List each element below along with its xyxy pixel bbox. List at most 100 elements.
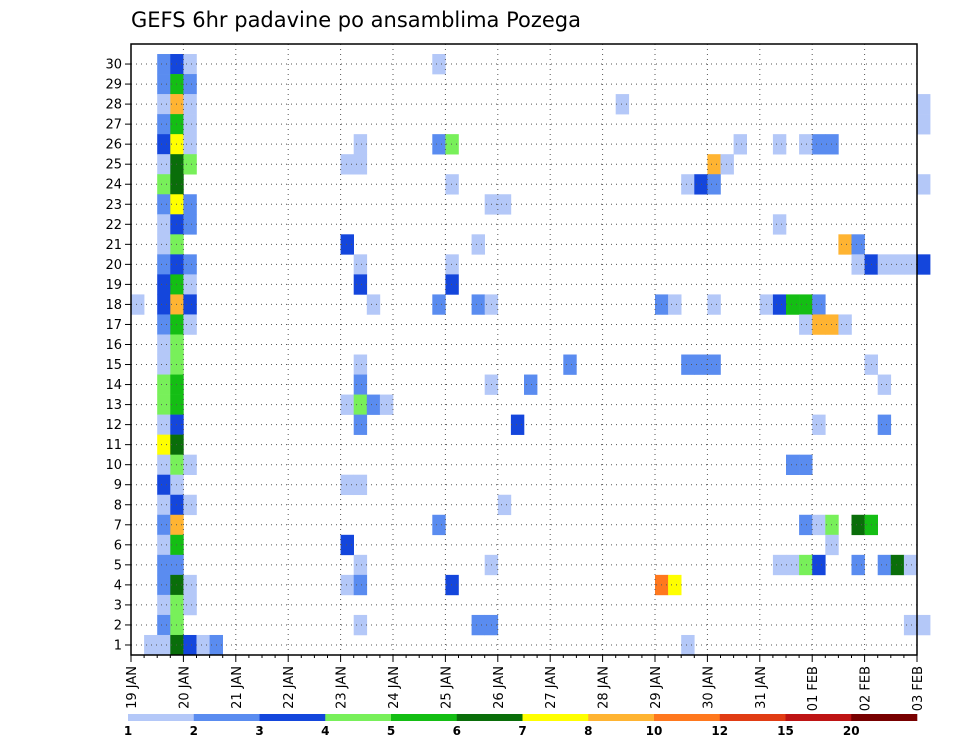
cell: [157, 554, 171, 576]
x-tick-label: 01 FEB: [806, 666, 821, 711]
y-tick-label: 14: [105, 378, 122, 393]
cell: [340, 154, 354, 175]
cell: [890, 254, 905, 275]
cell: [681, 354, 695, 375]
y-tick-label: 24: [105, 178, 122, 193]
cell: [157, 634, 171, 656]
cell: [183, 294, 197, 315]
cell: [353, 374, 368, 395]
y-tick-label: 30: [105, 58, 122, 73]
y-tick-label: 23: [105, 198, 122, 213]
y-tick-label: 21: [105, 238, 122, 253]
cell: [812, 514, 826, 536]
cell: [157, 194, 171, 215]
cell: [157, 434, 171, 455]
x-tick-label: 27 JAN: [544, 666, 559, 709]
cell: [497, 194, 512, 215]
cell: [917, 94, 931, 115]
cell: [196, 634, 210, 656]
cell: [812, 554, 826, 576]
cell: [917, 114, 931, 135]
colorbar-swatch: [654, 714, 721, 721]
cell: [799, 554, 813, 576]
cell: [157, 574, 171, 596]
x-tick-label: 25 JAN: [439, 666, 454, 709]
cell: [877, 554, 892, 576]
cell: [183, 274, 197, 295]
cell: [707, 354, 721, 375]
colorbar-label: 6: [453, 724, 461, 738]
cell: [812, 314, 826, 335]
cell: [157, 94, 171, 115]
cell: [353, 394, 368, 415]
x-tick-label: 03 FEB: [911, 666, 926, 711]
y-tick-label: 7: [114, 518, 122, 533]
cell: [707, 154, 721, 175]
cell: [432, 54, 446, 75]
colorbar-label: 7: [518, 724, 526, 738]
colorbar-label: 5: [387, 724, 395, 738]
x-tick-label: 23 JAN: [335, 666, 350, 709]
colorbar-label: 15: [777, 724, 794, 738]
colorbar-swatch: [851, 714, 918, 721]
x-tick-label: 24 JAN: [387, 666, 402, 709]
cell: [183, 634, 197, 656]
y-tick-label: 2: [114, 618, 122, 633]
y-tick-label: 16: [105, 338, 122, 353]
y-tick-label: 25: [105, 158, 122, 173]
colorbar-swatch: [522, 714, 589, 721]
y-tick-label: 9: [114, 478, 122, 493]
cell: [510, 414, 525, 435]
cell: [668, 294, 682, 315]
colorbar-label: 2: [190, 724, 198, 738]
cell: [353, 354, 368, 375]
cell: [903, 614, 918, 636]
cell: [183, 154, 197, 175]
colorbar-swatch: [456, 714, 523, 721]
y-tick-label: 17: [105, 318, 122, 333]
cell: [157, 234, 171, 255]
grid-layer: [131, 44, 917, 655]
x-tick-label: 22 JAN: [282, 666, 297, 709]
colorbar-swatch: [325, 714, 392, 721]
cell: [131, 294, 145, 315]
x-tick-label: 20 JAN: [177, 666, 192, 709]
y-tick-label: 4: [114, 578, 122, 593]
cell: [877, 374, 892, 395]
colorbar-label: 3: [255, 724, 263, 738]
cell: [851, 514, 865, 536]
cell: [353, 474, 368, 496]
cell: [157, 474, 171, 496]
cell: [471, 294, 485, 315]
cell: [340, 394, 354, 415]
y-tick-label: 10: [105, 458, 122, 473]
y-tick-label: 5: [114, 558, 122, 573]
cell: [157, 534, 171, 556]
cell: [903, 254, 918, 275]
cell: [903, 554, 918, 576]
colorbar-label: 10: [646, 724, 663, 738]
x-tick-label: 19 JAN: [125, 666, 140, 709]
cell: [812, 294, 826, 315]
cell: [615, 94, 630, 115]
cell: [183, 594, 197, 616]
cell: [432, 294, 446, 315]
cell: [799, 454, 813, 475]
y-tick-label: 8: [114, 498, 122, 513]
cell: [157, 114, 171, 135]
cell: [353, 254, 368, 275]
cell: [917, 254, 931, 275]
cell: [183, 214, 197, 235]
cell: [353, 554, 368, 576]
cell: [432, 514, 446, 536]
cell: [183, 494, 197, 516]
cell: [772, 214, 787, 235]
cell: [799, 294, 813, 315]
cell: [157, 514, 171, 536]
cell: [851, 554, 865, 576]
x-tick-label: 28 JAN: [597, 666, 612, 709]
cell: [157, 74, 171, 95]
y-tick-label: 29: [105, 78, 122, 93]
cell: [668, 574, 682, 596]
